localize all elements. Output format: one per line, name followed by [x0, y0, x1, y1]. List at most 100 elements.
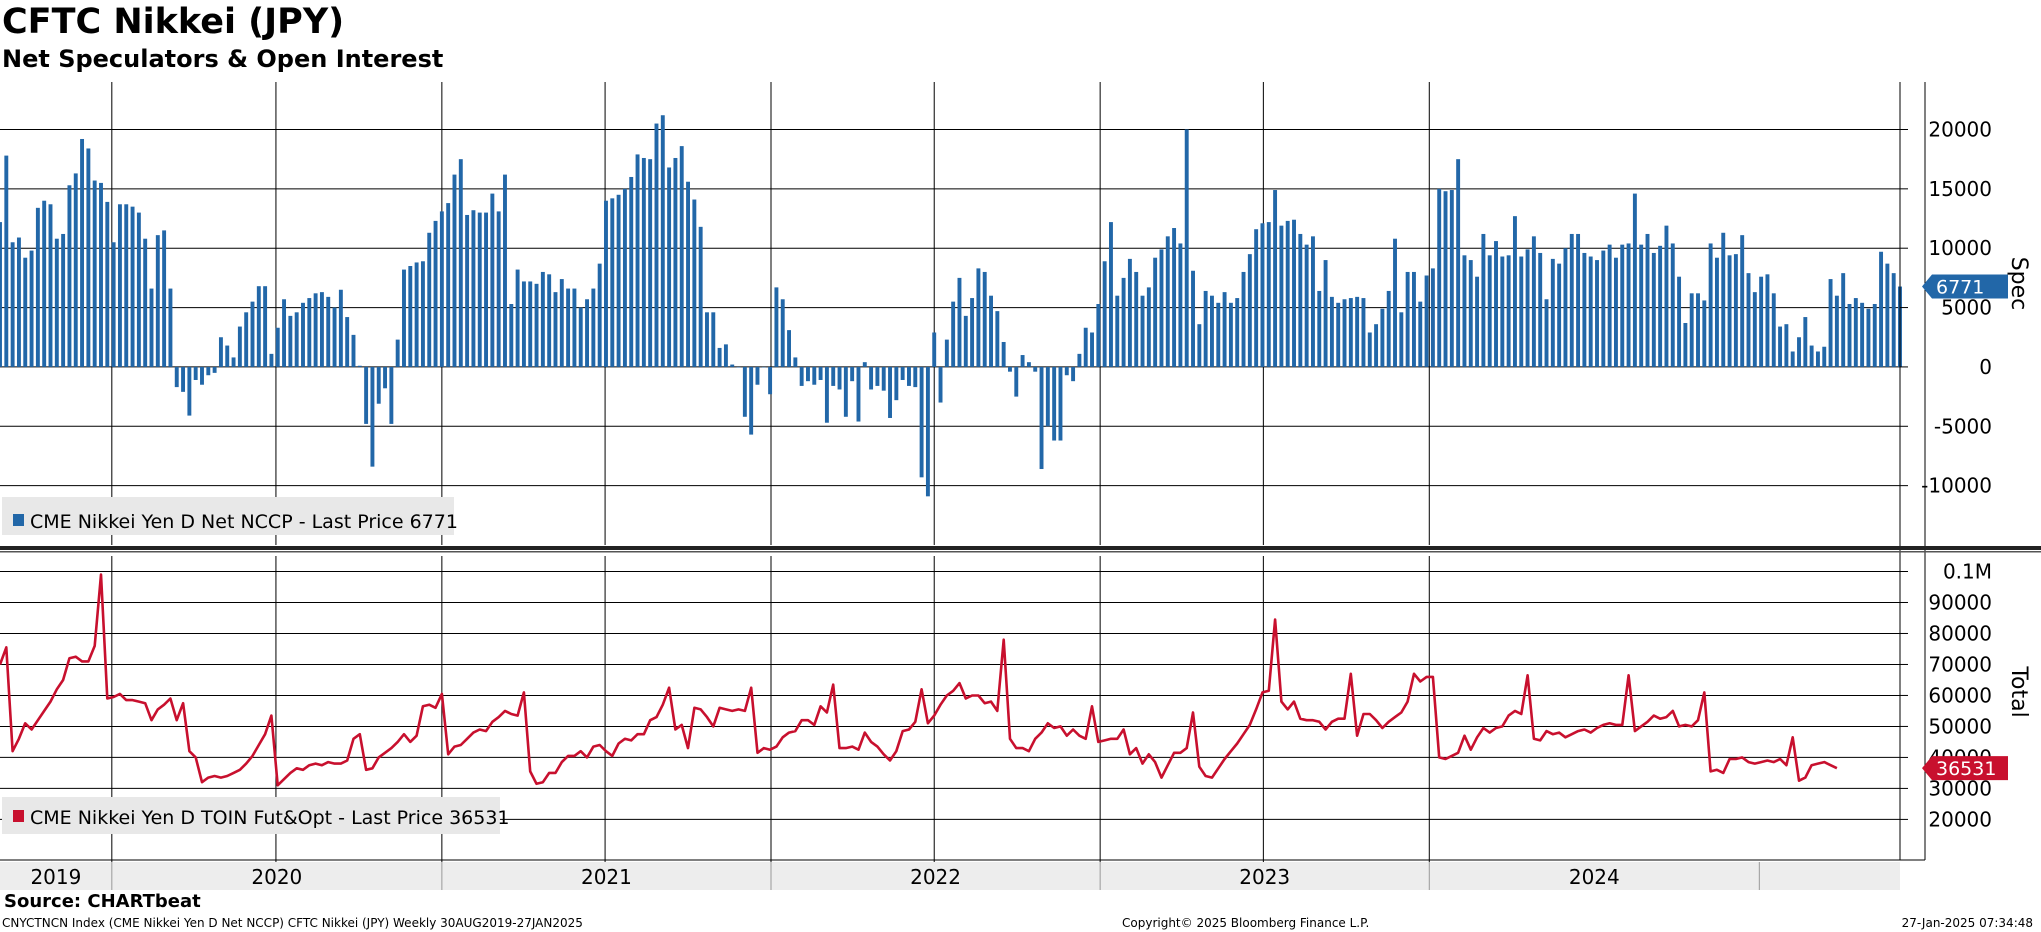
spec-y-tick-label: 10000: [1928, 236, 1992, 260]
spec-bar: [383, 366, 388, 389]
spec-bar: [907, 366, 911, 386]
spec-bar: [900, 366, 905, 380]
spec-bar: [1386, 290, 1391, 367]
spec-y-tick-label: 15000: [1928, 177, 1992, 201]
spec-bar: [1809, 345, 1814, 367]
spec-bar: [200, 366, 204, 385]
spec-bar: [667, 167, 672, 367]
spec-bar: [1500, 256, 1505, 367]
spec-bar: [1506, 255, 1511, 367]
spec-bar: [1254, 229, 1259, 367]
x-tick-label: 2019: [30, 865, 81, 889]
spec-bar: [1462, 255, 1467, 367]
spec-bar: [1405, 271, 1410, 367]
spec-bar: [566, 288, 571, 367]
spec-bar: [1563, 248, 1568, 367]
spec-bar: [970, 298, 975, 367]
total-legend-box: [2, 797, 500, 834]
spec-y-tick-label: 0: [1979, 355, 1992, 379]
spec-bar: [932, 332, 937, 367]
spec-bar: [477, 212, 482, 367]
total-last-price-badge: 36531: [1922, 756, 2008, 781]
spec-bar: [812, 366, 817, 385]
spec-bar: [414, 262, 419, 367]
spec-bar: [1292, 219, 1296, 367]
spec-bar: [1064, 366, 1069, 376]
spec-bar: [1052, 366, 1057, 441]
spec-bar: [1443, 191, 1448, 367]
spec-bar: [622, 188, 627, 367]
spec-bar: [1702, 300, 1707, 367]
panel-frame: [0, 82, 2041, 861]
spec-bar: [345, 317, 350, 367]
spec-bar: [1853, 298, 1858, 367]
spec-bar: [117, 204, 122, 367]
spec-bar: [263, 286, 268, 367]
spec-bar: [717, 347, 722, 367]
spec-bar: [225, 345, 230, 367]
footer-timestamp: 27-Jan-2025 07:34:48: [1901, 916, 2033, 930]
spec-bar: [1367, 332, 1372, 367]
spec-bar: [155, 235, 160, 367]
spec-bar: [357, 365, 362, 367]
spec-bar: [1203, 290, 1208, 367]
spec-bar: [16, 237, 21, 367]
spec-bar: [1165, 236, 1170, 367]
spec-bar: [446, 203, 451, 367]
spec-bar: [604, 200, 608, 367]
spec-bar: [1279, 225, 1284, 367]
spec-bar: [168, 288, 173, 367]
total-series-line: [0, 573, 1838, 787]
total-legend: CME Nikkei Yen D TOIN Fut&Opt - Last Pri…: [2, 797, 510, 834]
spec-bar: [629, 176, 634, 367]
spec-bar: [1632, 193, 1637, 367]
spec-bar: [1399, 312, 1404, 367]
spec-bar: [338, 289, 343, 367]
spec-bar: [1380, 308, 1385, 367]
spec-bar: [275, 327, 280, 367]
spec-bar: [427, 232, 432, 367]
total-last-price-label: 36531: [1936, 758, 1996, 780]
spec-bar: [755, 366, 760, 385]
spec-bar: [711, 312, 716, 367]
spec-bar: [610, 198, 615, 367]
spec-bar: [1355, 296, 1360, 367]
spec-bar: [528, 281, 533, 367]
spec-bar: [490, 193, 495, 367]
spec-bar: [307, 298, 312, 367]
spec-bar: [67, 185, 72, 367]
spec-bar: [1847, 304, 1852, 367]
spec-bar: [1456, 159, 1461, 367]
spec-bar: [1374, 324, 1379, 367]
footer-copyright: Copyright© 2025 Bloomberg Finance L.P.: [1122, 916, 1370, 930]
spec-bar: [1891, 273, 1896, 367]
spec-bar: [376, 366, 381, 404]
spec-bar: [503, 174, 507, 367]
spec-bar: [534, 283, 539, 367]
spec-bar: [218, 337, 223, 367]
total-legend-swatch: [13, 810, 24, 822]
spec-bar: [1304, 244, 1309, 367]
spec-bar: [963, 315, 968, 367]
spec-bar: [1437, 188, 1442, 367]
x-tick-label: 2020: [251, 865, 302, 889]
x-axis: 2019 2020 2021 2022 2023 2024: [0, 838, 1900, 890]
spec-bar: [1033, 366, 1038, 372]
spec-bar: [515, 269, 520, 367]
spec-bar: [1677, 276, 1682, 367]
spec-bar: [540, 271, 545, 367]
total-y-tick-label: 70000: [1928, 652, 1992, 676]
spec-bar: [862, 362, 867, 367]
spec-bar: [1235, 298, 1240, 367]
spec-bar: [42, 200, 47, 367]
spec-bar: [256, 286, 261, 367]
spec-bar: [1247, 254, 1252, 367]
spec-bar: [1323, 260, 1328, 367]
spec-bar: [124, 204, 129, 367]
spec-bar: [395, 339, 400, 367]
spec-bar: [1260, 223, 1265, 367]
spec-bar: [1607, 244, 1612, 367]
spec-bar: [1797, 337, 1801, 367]
spec-bar: [1714, 257, 1719, 367]
